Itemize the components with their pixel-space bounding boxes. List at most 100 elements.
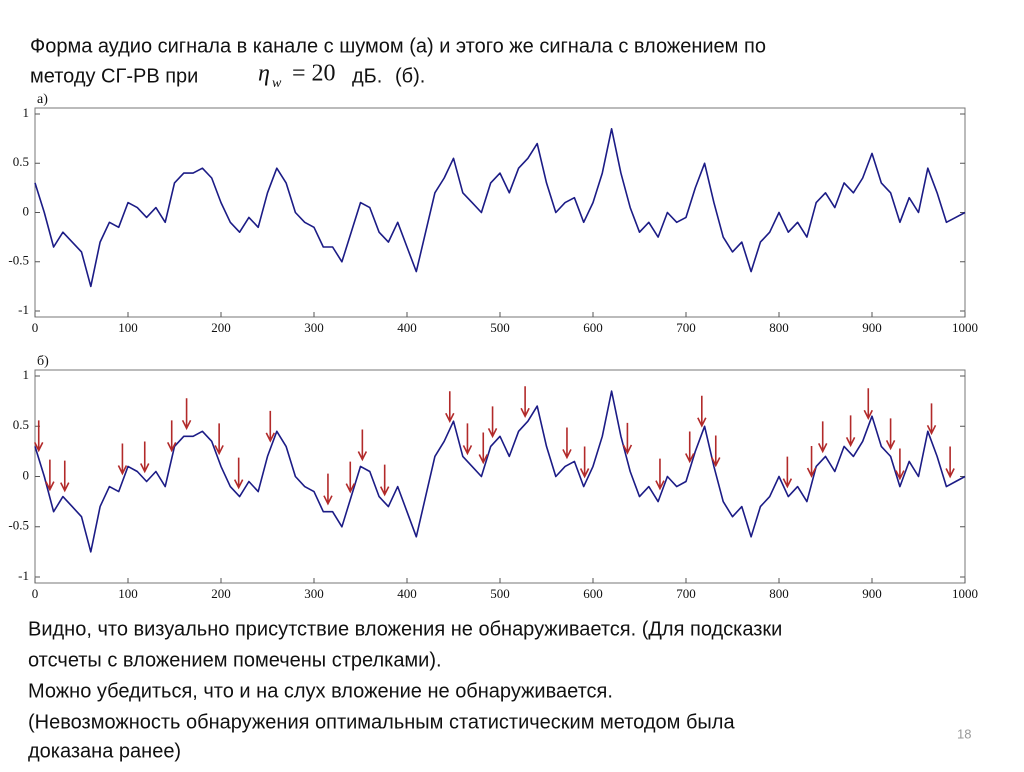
y-tick-label: 1	[23, 367, 30, 382]
embed-arrow	[945, 446, 955, 479]
arrow-shape	[579, 446, 590, 479]
embed-arrow	[379, 464, 390, 497]
signal-line	[34, 128, 966, 288]
arrow-shape	[445, 391, 455, 424]
embed-arrow	[233, 457, 244, 490]
embed-arrow	[817, 421, 828, 454]
title-line: Форма аудио сигнала в канале с шумом (а)…	[30, 35, 766, 57]
y-tick-label: -1	[18, 302, 29, 317]
formula-symbol: η	[258, 61, 270, 87]
x-tick-label: 1000	[952, 586, 978, 601]
y-tick-label: 0	[23, 467, 30, 482]
arrow-shape	[462, 423, 473, 456]
y-tick-label: 1	[23, 105, 30, 120]
x-tick-label: 600	[583, 586, 603, 601]
arrow-shape	[214, 423, 224, 456]
embed-arrow	[323, 473, 333, 506]
x-tick-label: 400	[397, 320, 417, 335]
embed-arrow	[265, 410, 276, 443]
embed-arrow	[478, 432, 488, 465]
arrow-shape	[926, 403, 937, 436]
embed-arrow	[885, 418, 896, 451]
title-suffix: (б).	[395, 65, 425, 87]
arrow-shape	[885, 418, 896, 451]
arrow-shape	[945, 446, 955, 479]
arrow-shape	[711, 435, 721, 468]
arrow-shape	[697, 395, 707, 428]
x-tick-label: 700	[676, 586, 696, 601]
embed-arrow	[806, 446, 817, 478]
embed-arrow	[181, 398, 192, 431]
arrow-shape	[166, 420, 177, 453]
embed-arrow	[697, 395, 707, 428]
embed-arrow	[140, 441, 150, 474]
chart-label: а)	[37, 92, 48, 107]
signal-line	[34, 390, 966, 553]
arrow-shape	[233, 457, 244, 490]
formula-subscript: w	[272, 76, 282, 91]
x-tick-label: 300	[304, 320, 324, 335]
arrow-shape	[140, 441, 150, 474]
arrow-shape	[265, 410, 276, 443]
embed-arrow	[462, 423, 473, 456]
arrow-shape	[60, 460, 70, 493]
x-tick-label: 0	[32, 586, 39, 601]
embed-arrow	[562, 427, 572, 460]
x-tick-label: 200	[211, 586, 231, 601]
embed-arrow	[579, 446, 590, 479]
page-number: 18	[957, 726, 971, 741]
arrow-shape	[622, 422, 633, 455]
arrow-shape	[895, 448, 905, 481]
y-tick-label: -1	[18, 568, 29, 583]
body-line: (Невозможность обнаружения оптимальным с…	[28, 711, 735, 733]
arrow-shape	[487, 406, 498, 439]
y-tick-label: 0.5	[13, 154, 29, 169]
x-tick-label: 800	[769, 320, 789, 335]
embed-arrow	[622, 422, 633, 455]
arrow-shape	[520, 386, 530, 419]
embed-arrow	[166, 420, 177, 453]
x-tick-label: 100	[118, 320, 138, 335]
x-tick-label: 100	[118, 586, 138, 601]
x-tick-label: 700	[676, 320, 696, 335]
x-tick-label: 200	[211, 320, 231, 335]
embed-arrow	[117, 443, 128, 476]
arrow-shape	[379, 464, 390, 497]
embed-arrow	[711, 435, 721, 468]
embed-arrow	[685, 431, 695, 464]
x-tick-label: 500	[490, 586, 510, 601]
y-tick-label: -0.5	[8, 253, 29, 268]
x-tick-label: 900	[862, 586, 882, 601]
y-tick-label: 0.5	[13, 417, 29, 432]
arrow-shape	[845, 415, 856, 448]
arrow-shape	[345, 461, 355, 494]
body-line: Видно, что визуально присутствие вложени…	[28, 618, 782, 640]
arrow-shape	[478, 432, 488, 465]
arrow-shape	[323, 473, 333, 506]
embed-arrow	[520, 386, 530, 419]
embed-arrow	[357, 429, 368, 462]
embed-arrow	[60, 460, 70, 493]
y-tick-label: 0	[23, 203, 30, 218]
x-tick-label: 600	[583, 320, 603, 335]
arrow-shape	[45, 459, 55, 492]
body-line: отсчеты с вложением помечены стрелками).	[28, 649, 442, 671]
embed-arrow	[845, 415, 856, 448]
arrow-shape	[655, 458, 665, 491]
x-tick-label: 400	[397, 586, 417, 601]
x-tick-label: 900	[862, 320, 882, 335]
body-line: доказана ранее)	[28, 740, 181, 762]
arrow-shape	[685, 431, 695, 464]
embed-arrow	[926, 403, 937, 436]
x-tick-label: 300	[304, 586, 324, 601]
body-line: Можно убедиться, что и на слух вложение …	[28, 680, 613, 702]
title-line: методу СГ-РВ при	[30, 65, 198, 87]
embed-arrow	[863, 388, 873, 421]
embed-arrow	[345, 461, 355, 494]
embed-arrow	[655, 458, 665, 491]
title-unit: дБ.	[352, 65, 382, 87]
embed-arrow	[34, 420, 44, 453]
x-tick-label: 0	[32, 320, 39, 335]
